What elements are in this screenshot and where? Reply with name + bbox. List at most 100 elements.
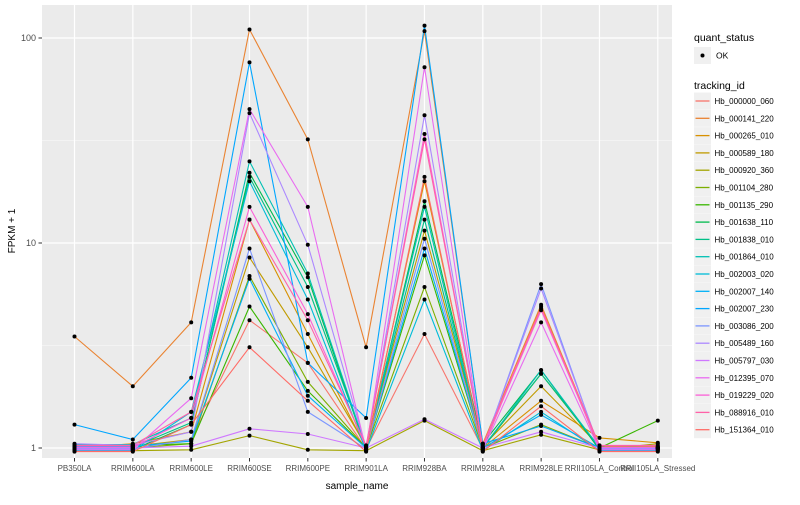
legend-label-Hb_003086_200: Hb_003086_200 xyxy=(715,322,775,331)
data-point xyxy=(130,443,135,448)
data-point xyxy=(539,404,544,409)
x-tick-label: RRIM928BA xyxy=(402,464,447,473)
data-point xyxy=(305,312,310,317)
data-point xyxy=(305,318,310,323)
data-point xyxy=(189,320,194,325)
legend-tracking-id-title: tracking_id xyxy=(694,80,745,92)
data-point xyxy=(247,246,252,251)
data-point xyxy=(422,113,427,118)
legend-label-Hb_019229_020: Hb_019229_020 xyxy=(715,391,775,400)
data-point xyxy=(247,111,252,116)
legend-label-Hb_151364_010: Hb_151364_010 xyxy=(715,426,775,435)
data-point xyxy=(189,409,194,414)
legend-label-Hb_000265_010: Hb_000265_010 xyxy=(715,132,775,141)
data-point xyxy=(305,447,310,452)
data-point xyxy=(364,443,369,448)
data-point xyxy=(189,422,194,427)
x-tick-label: RRIM901LA xyxy=(344,464,388,473)
data-point xyxy=(247,345,252,350)
legend-label-Hb_002003_020: Hb_002003_020 xyxy=(715,270,775,279)
data-point xyxy=(247,179,252,184)
x-tick-label: RRIM928LE xyxy=(519,464,563,473)
legend-label-Hb_000141_220: Hb_000141_220 xyxy=(715,114,775,123)
data-point xyxy=(305,271,310,276)
data-point xyxy=(305,409,310,414)
data-point xyxy=(364,345,369,350)
data-point xyxy=(422,65,427,70)
data-point xyxy=(247,217,252,222)
data-point xyxy=(655,418,660,423)
data-point xyxy=(247,170,252,175)
data-point xyxy=(305,345,310,350)
data-point xyxy=(422,23,427,28)
data-point xyxy=(539,429,544,434)
data-point xyxy=(72,334,77,339)
data-point xyxy=(130,384,135,389)
data-point xyxy=(364,449,369,454)
data-point xyxy=(305,360,310,365)
data-point xyxy=(539,320,544,325)
legend-label-Hb_001638_110: Hb_001638_110 xyxy=(715,218,774,227)
data-point xyxy=(305,379,310,384)
data-point xyxy=(305,285,310,289)
data-point xyxy=(539,384,544,389)
legend-label-Hb_000920_360: Hb_000920_360 xyxy=(715,166,775,175)
data-point xyxy=(72,443,77,448)
data-point xyxy=(189,429,194,434)
data-point xyxy=(422,199,427,204)
data-point xyxy=(305,388,310,393)
legend-label-Hb_001838_010: Hb_001838_010 xyxy=(715,235,775,244)
legend-label-Hb_000589_180: Hb_000589_180 xyxy=(715,149,775,158)
data-point xyxy=(480,443,485,448)
data-point xyxy=(539,412,544,417)
legend-label-Hb_005489_160: Hb_005489_160 xyxy=(715,339,775,348)
data-point xyxy=(422,29,427,34)
legend-label-Hb_002007_230: Hb_002007_230 xyxy=(715,305,775,314)
data-point xyxy=(247,276,252,281)
data-point xyxy=(305,393,310,398)
data-point xyxy=(422,137,427,142)
legend-label-Hb_000000_060: Hb_000000_060 xyxy=(715,97,775,106)
data-point xyxy=(422,236,427,241)
data-point xyxy=(655,443,660,448)
data-point xyxy=(364,416,369,420)
data-point xyxy=(422,246,427,251)
data-point xyxy=(539,424,544,428)
legend-label-Hb_001104_280: Hb_001104_280 xyxy=(715,184,774,193)
data-point xyxy=(247,27,252,32)
y-tick-label: 100 xyxy=(21,33,36,43)
legend-label-ok: OK xyxy=(716,51,729,61)
data-point xyxy=(305,297,310,302)
data-point xyxy=(189,396,194,401)
x-tick-label: PB350LA xyxy=(58,464,92,473)
data-point xyxy=(247,174,252,179)
data-point xyxy=(422,297,427,302)
data-point xyxy=(189,416,194,420)
data-point xyxy=(422,228,427,233)
data-point xyxy=(597,435,602,440)
data-point xyxy=(247,159,252,164)
data-point xyxy=(422,174,427,179)
x-tick-label: RRIM600PE xyxy=(286,464,330,473)
x-tick-label: RRII105LA_Control xyxy=(565,464,635,473)
data-point xyxy=(422,253,427,258)
data-point xyxy=(422,179,427,184)
data-point xyxy=(247,60,252,65)
data-point xyxy=(189,444,194,449)
y-axis-title: FPKM + 1 xyxy=(7,208,18,253)
data-point xyxy=(305,398,310,403)
data-point xyxy=(539,371,544,376)
data-point xyxy=(247,426,252,431)
data-point xyxy=(539,409,544,414)
data-point xyxy=(422,217,427,222)
x-axis-title: sample_name xyxy=(326,481,389,492)
data-point xyxy=(539,432,544,437)
data-point xyxy=(539,368,544,373)
data-point xyxy=(539,302,544,307)
y-tick-label: 10 xyxy=(26,238,36,248)
plot-panel xyxy=(42,5,672,458)
plot-panel-layer xyxy=(42,5,672,458)
data-point xyxy=(189,375,194,380)
